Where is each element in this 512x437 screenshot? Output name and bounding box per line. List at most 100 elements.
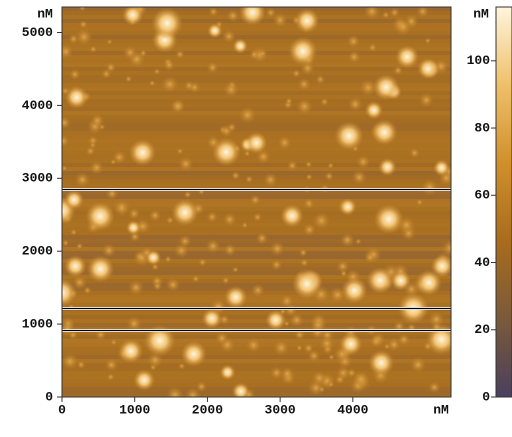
colorbar-tick-label: 20: [474, 322, 490, 337]
grain: [139, 49, 148, 58]
scan-band: [62, 167, 451, 171]
grain: [62, 239, 70, 247]
scan-band: [62, 71, 451, 75]
particle: [232, 38, 248, 54]
grain: [223, 243, 237, 257]
grain: [351, 169, 367, 186]
grain: [78, 7, 87, 12]
scan-band: [62, 271, 451, 275]
scan-band: [62, 311, 451, 315]
scan-band: [62, 95, 451, 99]
scan-band: [62, 231, 451, 235]
grain: [176, 147, 184, 155]
grain: [101, 68, 112, 80]
particle: [64, 189, 84, 210]
particle: [65, 85, 89, 109]
particle: [231, 382, 250, 397]
scan-band: [62, 171, 451, 175]
particle: [288, 36, 318, 66]
grain: [177, 362, 186, 370]
particle: [366, 266, 394, 295]
grain: [352, 370, 370, 388]
grain: [89, 45, 98, 54]
grain: [277, 135, 292, 150]
particle: [143, 324, 176, 357]
grain: [178, 156, 194, 172]
grain: [328, 354, 335, 361]
scan-band: [62, 395, 451, 397]
grain: [347, 50, 361, 64]
scan-band: [62, 247, 451, 251]
grain: [269, 241, 285, 257]
grain: [319, 335, 335, 351]
particle: [334, 121, 364, 151]
grain: [327, 381, 335, 388]
y-unit: nM: [37, 6, 53, 21]
grain: [89, 160, 104, 175]
scan-band: [62, 391, 451, 395]
particle: [245, 131, 268, 155]
y-tick-label: 5000: [22, 25, 53, 40]
grain: [184, 387, 201, 397]
grain: [205, 239, 221, 254]
grain: [265, 7, 276, 18]
grain: [251, 283, 265, 298]
grain: [269, 366, 284, 380]
particle: [430, 254, 451, 278]
scan-band: [62, 159, 451, 163]
particle: [372, 73, 400, 101]
grain: [74, 171, 91, 188]
particle: [118, 338, 144, 364]
grain: [206, 61, 219, 74]
scan-band: [62, 331, 451, 335]
grain: [62, 116, 71, 130]
grain: [280, 294, 294, 308]
scan-band: [62, 87, 451, 91]
grain: [355, 238, 362, 245]
y-tick-label: 0: [45, 389, 53, 404]
grain: [148, 209, 162, 222]
colorbar-tick-label: 60: [474, 188, 490, 203]
particle: [339, 332, 363, 356]
scan-band: [62, 103, 451, 107]
grain: [409, 356, 427, 373]
scan-band: [62, 259, 451, 263]
grain: [173, 243, 190, 259]
colorbar-unit: nM: [473, 6, 489, 21]
grain: [245, 175, 254, 184]
grain: [252, 212, 263, 222]
particle: [86, 255, 115, 283]
grain: [222, 212, 237, 227]
grain: [62, 321, 76, 337]
grain: [363, 7, 381, 20]
grain: [104, 358, 119, 372]
particle: [128, 139, 157, 167]
scan-band: [62, 127, 451, 131]
grain: [75, 28, 93, 46]
grain: [227, 122, 237, 133]
grain: [163, 59, 175, 71]
grain: [389, 7, 400, 18]
particle: [85, 201, 115, 232]
scan-band: [62, 35, 451, 39]
scan-band: [62, 179, 451, 183]
grain: [307, 349, 321, 363]
particle: [133, 369, 155, 391]
grain: [196, 381, 207, 392]
scan-band: [62, 91, 451, 95]
particle: [415, 269, 443, 296]
grain: [238, 105, 257, 124]
grain: [232, 266, 239, 273]
grain: [85, 146, 96, 156]
grain: [285, 97, 293, 105]
scan-band: [62, 183, 451, 187]
grain: [112, 199, 131, 217]
grain: [382, 11, 390, 19]
x-unit: nM: [433, 402, 449, 417]
colorbar-tick-label: 80: [474, 120, 490, 135]
afm-image: [62, 7, 451, 397]
scan-band: [62, 39, 451, 43]
grain: [68, 33, 79, 45]
grain: [62, 165, 68, 172]
grain: [249, 194, 261, 206]
